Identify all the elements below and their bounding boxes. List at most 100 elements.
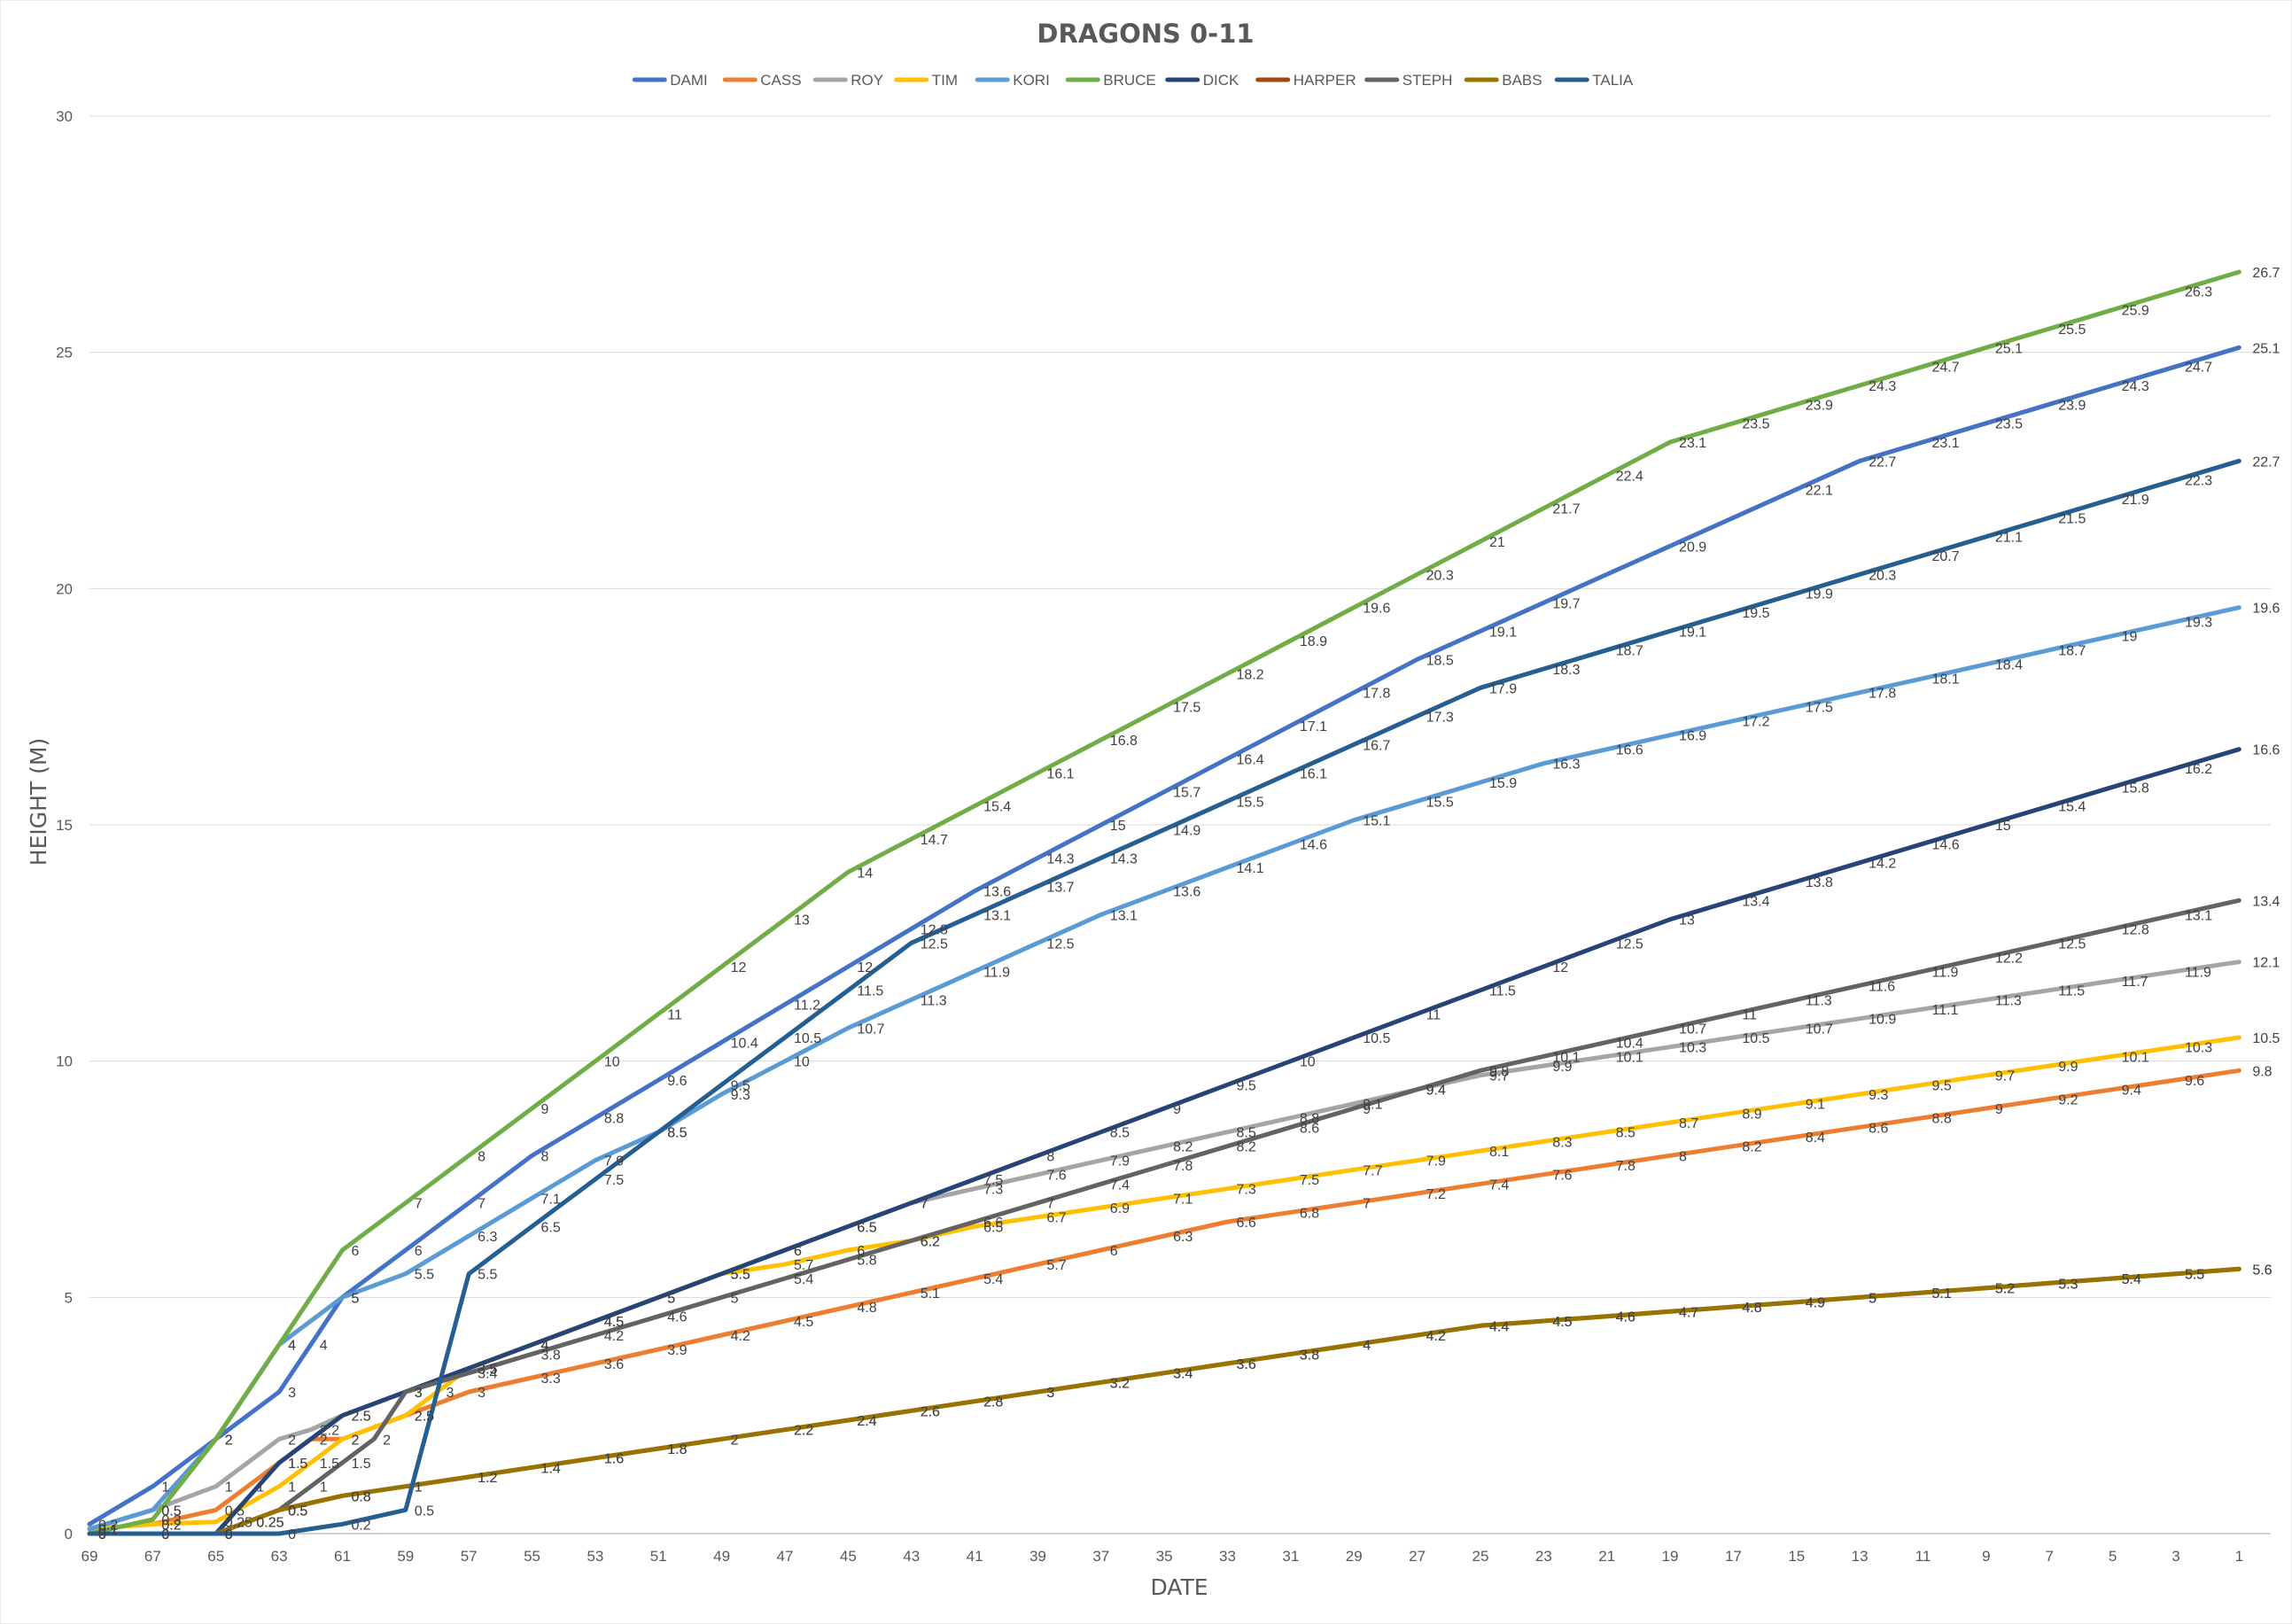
data-label-kori: 6.3 <box>478 1230 497 1245</box>
data-labels: 0.2123456788.89.610.411.21212.813.614.31… <box>98 266 2280 1542</box>
data-label-harper: 5.6 <box>2252 1263 2272 1278</box>
data-label-dick: 12 <box>1552 960 1568 975</box>
data-label-dick: 13 <box>1679 913 1695 929</box>
data-label-tim: 6.7 <box>1046 1211 1066 1226</box>
data-label-dick: 16.2 <box>2185 762 2212 777</box>
data-label-dick: 4.5 <box>604 1315 624 1330</box>
data-label-dami: 3 <box>288 1386 296 1401</box>
data-label-talia: 22.3 <box>2185 474 2212 489</box>
data-label-kori: 0.1 <box>98 1523 118 1538</box>
data-label-talia: 8.5 <box>667 1126 687 1141</box>
data-label-cass: 3.6 <box>604 1357 624 1372</box>
data-label-roy: 0.1 <box>98 1523 118 1538</box>
data-label-harper: 1.8 <box>667 1442 687 1457</box>
data-label-dami: 16.4 <box>1237 752 1264 767</box>
legend-item-cass: CASS <box>722 72 802 89</box>
x-tick-label: 51 <box>650 1548 667 1565</box>
x-tick-label: 47 <box>777 1548 794 1565</box>
data-label-roy: 8.8 <box>1300 1112 1319 1127</box>
data-label-talia: 20.3 <box>1869 568 1896 583</box>
series-lines <box>87 269 2241 1536</box>
data-label-dick: 15.8 <box>2122 781 2149 796</box>
data-label-babs: 2.8 <box>983 1395 1003 1410</box>
data-label-dami: 19.1 <box>1489 625 1517 640</box>
data-label-bruce: 26.7 <box>2252 266 2280 281</box>
data-label-roy: 11.1 <box>1932 1003 1959 1018</box>
data-label-cass: 9.4 <box>2122 1084 2141 1099</box>
data-label-kori: 9.3 <box>731 1088 750 1103</box>
data-label-dami: 17.1 <box>1300 719 1327 734</box>
data-label-kori: 12.5 <box>1046 936 1074 952</box>
data-label-bruce: 26.3 <box>2185 284 2212 299</box>
data-label-dick: 0 <box>98 1527 106 1542</box>
data-label-tim: 0.25 <box>225 1516 253 1531</box>
data-label-talia: 17.3 <box>1426 710 1454 725</box>
data-label-kori: 13.6 <box>1173 885 1200 900</box>
data-label-dami: 2 <box>225 1433 233 1448</box>
x-tick-label: 63 <box>271 1548 288 1565</box>
data-label-babs: 0 <box>98 1527 106 1542</box>
data-label-talia: 19.1 <box>1679 625 1706 640</box>
data-label-dick: 10.5 <box>1363 1031 1390 1046</box>
x-tick-label: 1 <box>2235 1548 2243 1565</box>
data-label-dami: 11.2 <box>794 998 820 1014</box>
data-label-harper: 3.4 <box>1173 1367 1193 1382</box>
data-label-harper: 0.25 <box>256 1516 284 1531</box>
data-label-kori: 13.1 <box>1110 908 1138 923</box>
x-tick-label: 37 <box>1092 1548 1109 1565</box>
data-label-steph: 7 <box>1046 1197 1054 1212</box>
legend-label: TALIA <box>1592 72 1634 89</box>
data-label-cass: 0.5 <box>225 1504 245 1519</box>
data-label-steph: 3.4 <box>478 1367 497 1382</box>
data-label-tim: 10.1 <box>2122 1050 2149 1065</box>
data-label-tim: 7.7 <box>1363 1163 1382 1178</box>
data-label-dami: 7 <box>478 1197 486 1212</box>
data-label-cass: 8 <box>1679 1149 1687 1164</box>
data-label-talia: 5.5 <box>478 1268 497 1283</box>
x-tick-label: 21 <box>1598 1548 1615 1565</box>
data-label-bruce: 14 <box>857 866 873 881</box>
data-label-steph: 0 <box>98 1527 106 1542</box>
data-label-kori: 15.9 <box>1489 776 1517 791</box>
data-label-roy: 6.5 <box>857 1220 876 1235</box>
data-label-roy: 4.5 <box>604 1315 624 1330</box>
data-label-tim: 5.5 <box>731 1268 750 1283</box>
data-label-talia: 0 <box>98 1527 106 1542</box>
data-label-babs: 4 <box>1363 1339 1371 1354</box>
data-label-steph: 6.2 <box>921 1234 940 1249</box>
data-label-tim: 8.1 <box>1489 1145 1509 1160</box>
data-label-kori: 4 <box>288 1339 296 1354</box>
x-tick-label: 25 <box>1472 1548 1489 1565</box>
y-tick-label: 5 <box>65 1289 73 1306</box>
data-label-cass: 4.5 <box>794 1315 813 1330</box>
data-label-cass: 3.9 <box>667 1343 687 1358</box>
data-label-kori: 7.1 <box>541 1192 561 1207</box>
legend-item-bruce: BRUCE <box>1065 72 1156 89</box>
data-label-bruce: 15.4 <box>983 800 1011 815</box>
data-label-kori: 19 <box>2122 630 2138 645</box>
data-label-talia: 7.5 <box>604 1173 624 1188</box>
data-label-babs: 0.5 <box>288 1504 307 1519</box>
x-tick-label: 5 <box>2109 1548 2117 1565</box>
data-label-dami: 10.4 <box>731 1036 758 1051</box>
data-label-babs: 1.6 <box>604 1452 624 1467</box>
x-tick-label: 65 <box>207 1548 224 1565</box>
data-label-talia: 18.7 <box>1616 644 1643 659</box>
data-label-dick: 13.4 <box>1742 894 1769 909</box>
data-label-talia: 15.5 <box>1237 795 1264 810</box>
data-label-harper: 0.8 <box>351 1489 370 1504</box>
data-label-talia: 6.5 <box>541 1220 561 1235</box>
data-label-roy: 2.5 <box>351 1410 370 1425</box>
x-tick-label: 43 <box>903 1548 920 1565</box>
data-label-talia: 0 <box>288 1527 296 1542</box>
data-label-dami: 22.7 <box>1869 455 1896 470</box>
data-label-talia: 22.7 <box>2252 455 2280 470</box>
legend-label: DICK <box>1203 72 1239 89</box>
data-label-cass: 8.2 <box>1742 1140 1761 1155</box>
data-label-roy: 10.1 <box>1616 1050 1643 1065</box>
data-label-roy: 8.2 <box>1173 1140 1193 1155</box>
data-label-cass: 7.6 <box>1552 1169 1572 1184</box>
data-label-dami: 17.8 <box>1363 687 1390 702</box>
legend-label: CASS <box>760 72 801 89</box>
data-label-harper: 0 <box>161 1527 169 1542</box>
